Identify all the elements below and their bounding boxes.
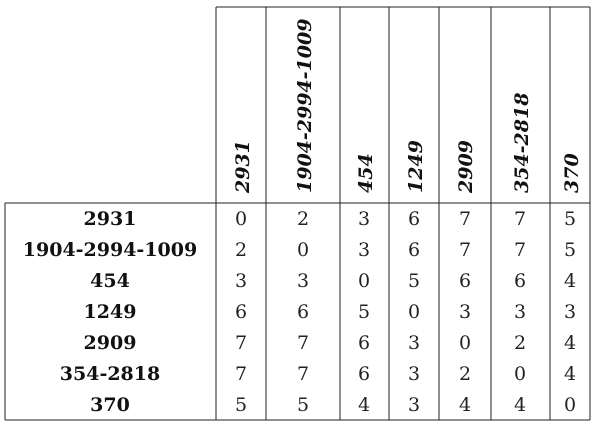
table-cell: 6 bbox=[358, 363, 370, 385]
row-header: 1249 bbox=[84, 301, 137, 323]
column-header: 1904-2994-1009 bbox=[294, 19, 316, 193]
row-header: 454 bbox=[90, 270, 130, 292]
row-header: 2909 bbox=[84, 332, 137, 354]
table-body: 0 2 3 6 7 7 5 2 0 3 6 7 7 5 3 3 0 5 6 6 4 6 6 5 0 3 3 3 7 7 6 3 0 2 4 7 7 6 3 2… bbox=[235, 208, 576, 416]
table-cell: 6 bbox=[459, 270, 471, 292]
table-cell: 3 bbox=[358, 239, 370, 261]
table-cell: 3 bbox=[235, 270, 247, 292]
table-cell: 4 bbox=[564, 270, 576, 292]
row-header: 2931 bbox=[84, 208, 137, 230]
table-cell: 3 bbox=[358, 208, 370, 230]
table-cell: 3 bbox=[408, 332, 420, 354]
table-cell: 5 bbox=[297, 394, 309, 416]
table-cell: 3 bbox=[459, 301, 471, 323]
table-cell: 7 bbox=[235, 363, 247, 385]
table-cell: 0 bbox=[459, 332, 471, 354]
table-cell: 5 bbox=[564, 208, 576, 230]
column-header: 370 bbox=[561, 153, 583, 193]
table-cell: 6 bbox=[408, 208, 420, 230]
table-cell: 2 bbox=[235, 239, 247, 261]
column-header: 454 bbox=[355, 153, 377, 193]
table-cell: 3 bbox=[514, 301, 526, 323]
table-cell: 4 bbox=[358, 394, 370, 416]
row-headers: 2931 1904-2994-1009 454 1249 2909 354-28… bbox=[23, 208, 197, 416]
table-cell: 0 bbox=[514, 363, 526, 385]
table-cell: 7 bbox=[459, 208, 471, 230]
table-cell: 0 bbox=[297, 239, 309, 261]
table-cell: 6 bbox=[514, 270, 526, 292]
table-cell: 5 bbox=[408, 270, 420, 292]
table-cell: 7 bbox=[514, 239, 526, 261]
table-cell: 7 bbox=[459, 239, 471, 261]
table-cell: 4 bbox=[564, 363, 576, 385]
table-cell: 3 bbox=[408, 363, 420, 385]
table-cell: 6 bbox=[358, 332, 370, 354]
column-header: 1249 bbox=[405, 140, 427, 193]
table-cell: 3 bbox=[297, 270, 309, 292]
table-cell: 0 bbox=[564, 394, 576, 416]
column-header: 2931 bbox=[232, 140, 254, 194]
table-grid-lines bbox=[4, 6, 591, 421]
column-headers: 2931 1904-2994-1009 454 1249 2909 354-28… bbox=[232, 19, 583, 194]
table-cell: 3 bbox=[408, 394, 420, 416]
table-cell: 2 bbox=[297, 208, 309, 230]
table-cell: 0 bbox=[235, 208, 247, 230]
row-header: 1904-2994-1009 bbox=[23, 239, 197, 261]
table-cell: 6 bbox=[297, 301, 309, 323]
table-cell: 3 bbox=[564, 301, 576, 323]
table-cell: 4 bbox=[564, 332, 576, 354]
table-cell: 5 bbox=[235, 394, 247, 416]
column-header: 2909 bbox=[455, 140, 477, 194]
table-cell: 2 bbox=[514, 332, 526, 354]
table-cell: 5 bbox=[564, 239, 576, 261]
table-cell: 7 bbox=[297, 332, 309, 354]
table-cell: 0 bbox=[408, 301, 420, 323]
table-cell: 2 bbox=[459, 363, 471, 385]
table-cell: 7 bbox=[235, 332, 247, 354]
row-header: 370 bbox=[90, 394, 130, 416]
table-cell: 7 bbox=[514, 208, 526, 230]
table-cell: 5 bbox=[358, 301, 370, 323]
table-cell: 7 bbox=[297, 363, 309, 385]
table-cell: 0 bbox=[358, 270, 370, 292]
column-header: 354-2818 bbox=[511, 93, 533, 193]
table-cell: 6 bbox=[408, 239, 420, 261]
row-header: 354-2818 bbox=[60, 363, 160, 385]
table-cell: 6 bbox=[235, 301, 247, 323]
table-cell: 4 bbox=[514, 394, 526, 416]
table-cell: 4 bbox=[459, 394, 471, 416]
